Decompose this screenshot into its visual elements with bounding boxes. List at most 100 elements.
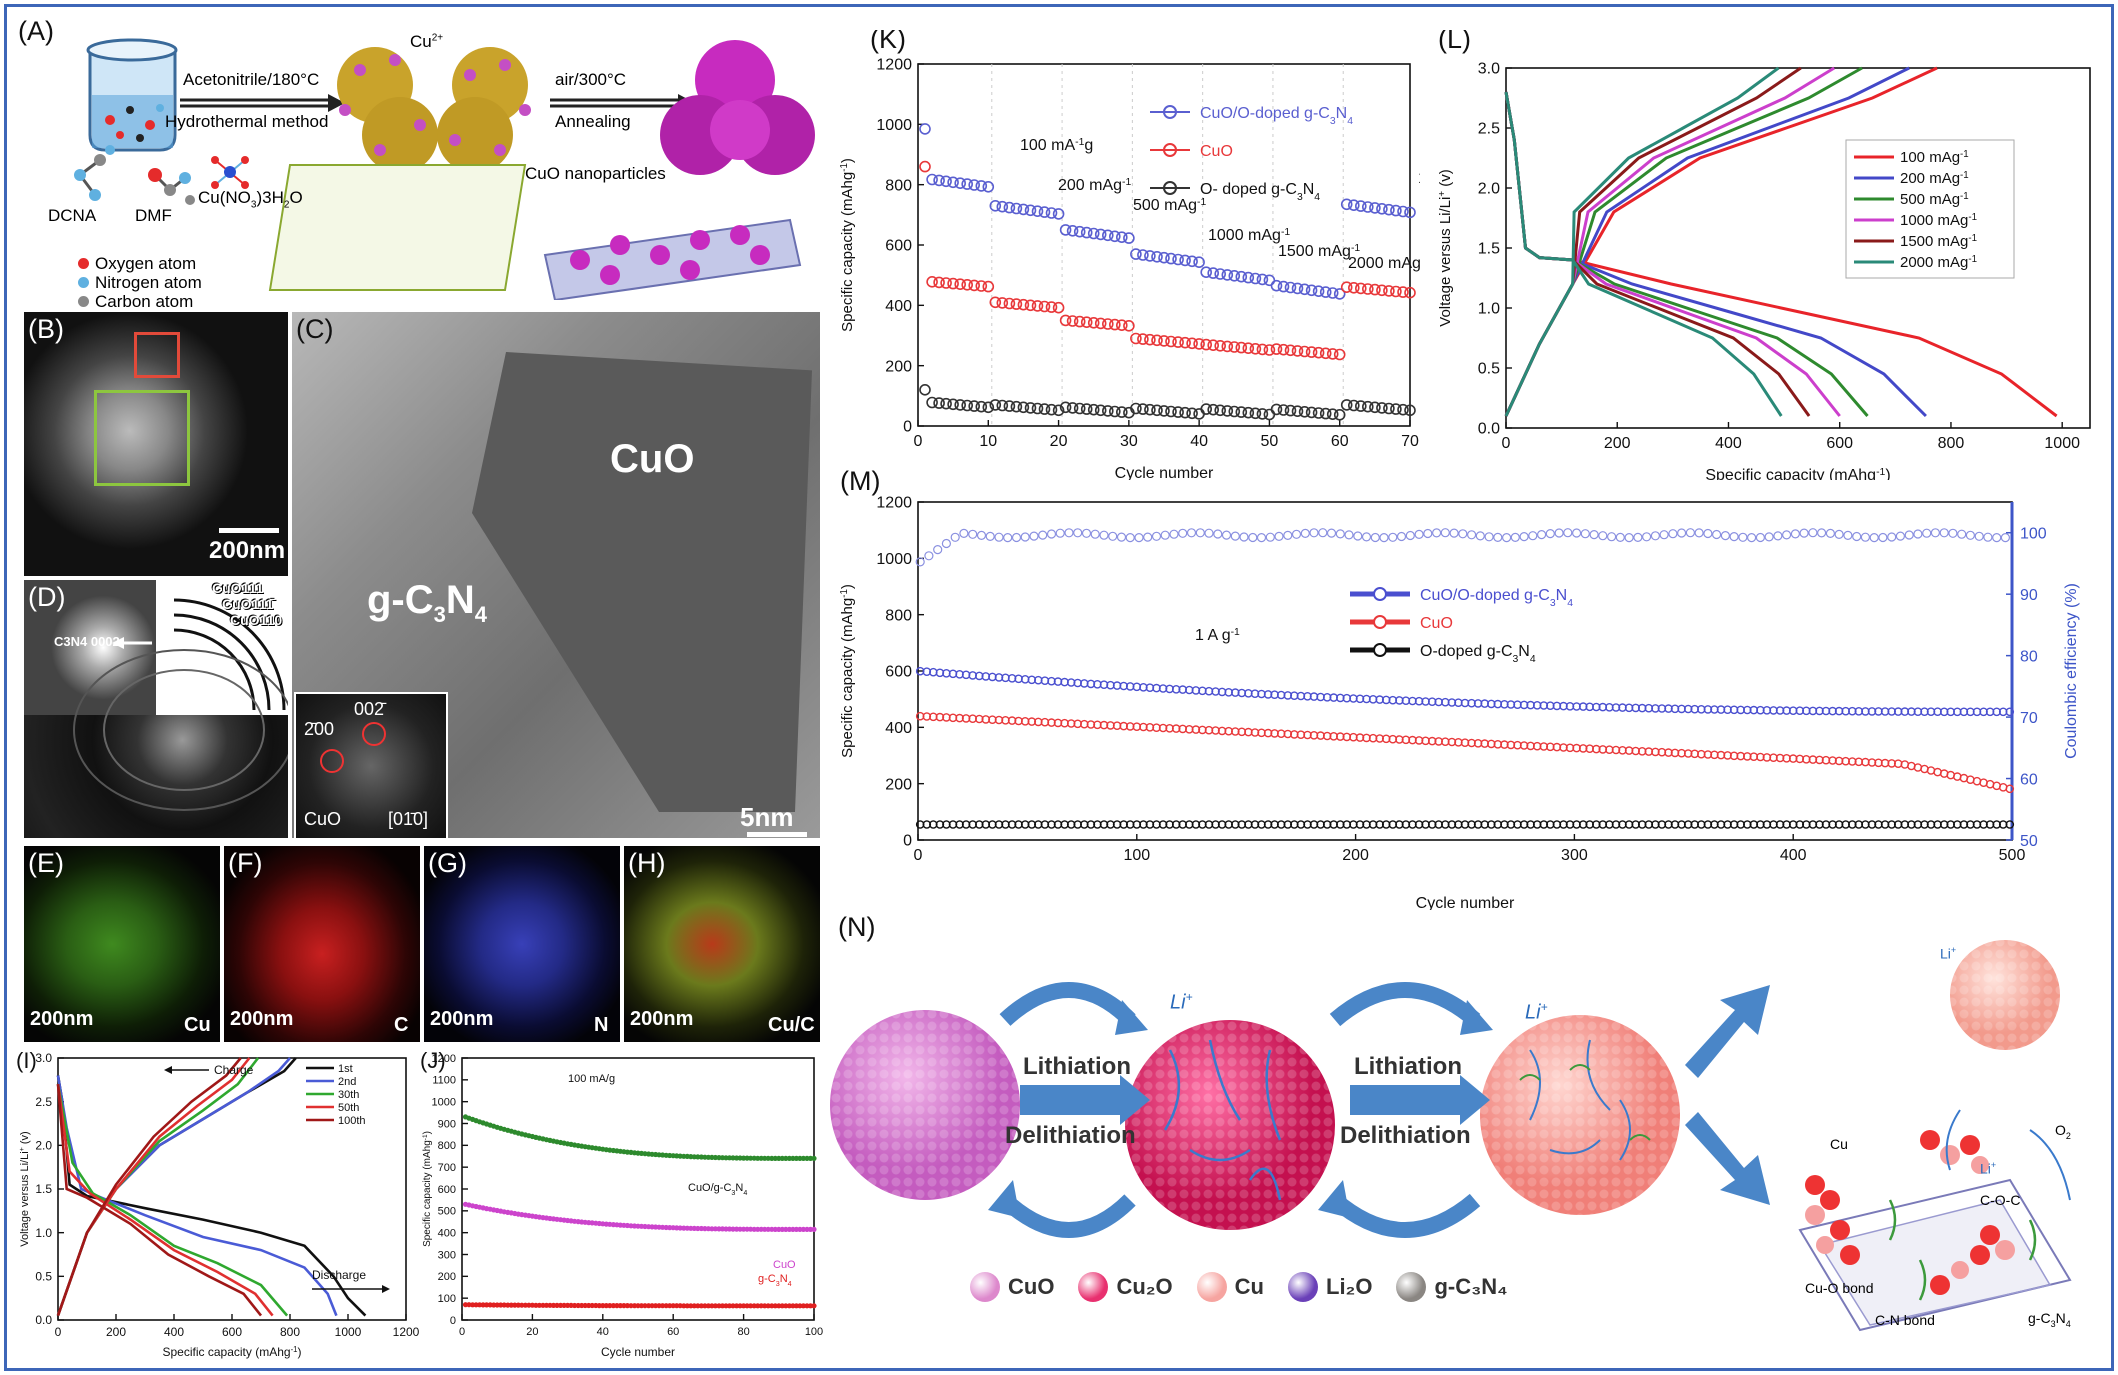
data-point	[989, 296, 1002, 309]
data-point	[1333, 408, 1346, 421]
y-tick-label: 800	[885, 607, 912, 624]
data-point	[748, 1155, 754, 1161]
data-point	[1059, 401, 1072, 414]
data-point	[975, 400, 988, 413]
data-point	[1948, 528, 1958, 538]
rate-label: 500 mAg-1	[1133, 197, 1207, 215]
element-label: Cu	[184, 1014, 211, 1036]
x-tick-label: 100	[1123, 847, 1150, 864]
scale-bar-label: 200nm	[230, 1008, 294, 1030]
data-point	[1179, 406, 1191, 419]
legend-label: O- doped g-C3N4	[1200, 181, 1320, 203]
highlight-box-red	[134, 332, 180, 378]
cu-small-sphere-icon	[1950, 940, 2060, 1050]
scale-bar-label: 200nm	[209, 537, 286, 564]
data-point	[1151, 531, 1162, 541]
discharge-arrowhead	[382, 1285, 390, 1293]
y-axis-label: Specific capacity (mAhg-1)	[839, 584, 857, 758]
data-point	[947, 398, 959, 411]
dcna-label: DCNA	[48, 206, 97, 225]
legend-label: Carbon atom	[95, 292, 194, 311]
data-point	[1333, 348, 1346, 361]
element-label: N	[594, 1014, 609, 1036]
data-point	[1123, 319, 1135, 332]
data-point	[919, 123, 931, 135]
data-point	[1248, 532, 1258, 543]
data-point	[1011, 532, 1022, 543]
data-point	[1144, 403, 1156, 416]
data-point	[1347, 399, 1360, 412]
legend-label: 200 mAg-1	[1900, 170, 1969, 188]
x-tick-label: 200	[1604, 435, 1631, 452]
data-point	[1746, 532, 1757, 543]
data-point	[800, 1303, 806, 1309]
arrow2-top-label: air/300°C	[555, 70, 627, 89]
y2-tick-label: 70	[2020, 710, 2038, 727]
data-point	[1340, 399, 1353, 411]
data-point	[1200, 403, 1213, 415]
x-tick-label: 0	[55, 1325, 62, 1339]
cu-ion-label: Cu2+	[410, 32, 444, 51]
data-point	[1256, 273, 1269, 286]
data-point	[1137, 333, 1149, 345]
data-point	[642, 1303, 648, 1309]
data-point	[1354, 282, 1367, 295]
delithiation-arrow-1	[988, 1180, 1136, 1238]
data-point	[933, 397, 945, 409]
data-point	[1066, 225, 1079, 237]
data-point	[1073, 315, 1086, 328]
data-point	[1383, 203, 1395, 216]
data-point	[1668, 529, 1678, 539]
panel-label: (I)	[16, 1048, 37, 1073]
data-point	[1193, 408, 1205, 420]
lithiation-scheme	[830, 940, 2072, 1332]
data-point	[919, 160, 931, 173]
data-point	[1080, 403, 1093, 415]
data-point	[1369, 283, 1381, 296]
y-tick-label: 2.5	[1478, 121, 1500, 138]
data-point	[1265, 532, 1275, 542]
data-point	[954, 399, 966, 411]
data-point	[1059, 224, 1072, 236]
legend-item: g-C₃N₄	[1396, 1272, 1508, 1302]
data-point	[1347, 199, 1360, 211]
data-point	[1115, 319, 1128, 332]
data-point	[968, 529, 978, 539]
legend-label: 100 mAg-1	[1900, 149, 1969, 167]
legend-label: CuO	[1008, 1274, 1055, 1299]
data-point	[730, 1303, 736, 1309]
legend-box	[1845, 139, 2015, 279]
cuo-nanoparticle-sheet-icon	[543, 218, 802, 300]
data-point	[926, 173, 938, 186]
coulombic-efficiency-series	[915, 528, 2011, 567]
data-point	[1277, 280, 1290, 293]
data-point	[1284, 404, 1297, 417]
data-point	[919, 383, 931, 396]
material-ball-icon	[1196, 1272, 1227, 1302]
o2-label: O2	[2055, 1122, 2071, 1141]
data-point	[783, 1155, 789, 1161]
series-label: CuO/g-C3N4	[688, 1182, 747, 1197]
data-point	[1038, 530, 1048, 540]
synthesis-scheme	[74, 38, 815, 300]
data-point	[1326, 528, 1337, 538]
data-point	[1370, 532, 1380, 543]
y-tick-label: 600	[438, 1184, 456, 1196]
data-point	[1228, 405, 1241, 418]
data-point	[1816, 528, 1827, 538]
rate-label: 100 mAg-1	[1418, 170, 1420, 188]
data-point	[1340, 281, 1353, 294]
data-point	[1404, 206, 1416, 219]
data-point	[1319, 286, 1332, 298]
gcn-label: g-C3N4	[2028, 1310, 2071, 1329]
atom-dot-icon	[78, 258, 89, 269]
y-axis-label: Voltage versus Li/Li+ (v)	[1437, 169, 1455, 326]
data-point	[1059, 314, 1072, 327]
legend-label: 30th	[338, 1089, 359, 1101]
panel-label: (F)	[228, 848, 263, 878]
legend-label: Cu₂O	[1116, 1274, 1173, 1299]
data-point	[1143, 532, 1153, 542]
dmf-label: DMF	[135, 206, 172, 225]
data-point	[1094, 317, 1107, 330]
legend-label: 2nd	[338, 1076, 356, 1088]
